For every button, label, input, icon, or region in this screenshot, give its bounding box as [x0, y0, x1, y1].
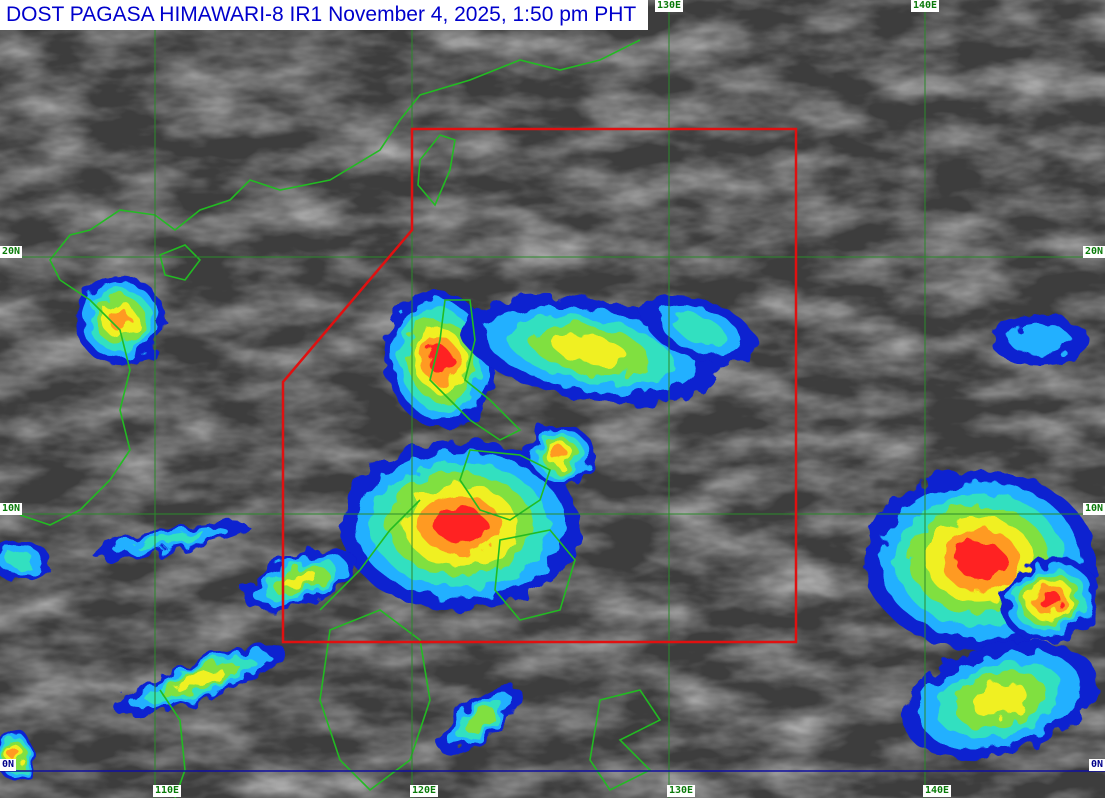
- lat-label-right-20n: 20N: [1082, 246, 1105, 258]
- convection-blob: [553, 334, 627, 366]
- taiwan: [417, 134, 456, 207]
- visayas: [459, 449, 551, 521]
- lat-label-left-20n: 20N: [0, 246, 23, 258]
- vietnam-coast: [19, 279, 131, 526]
- lon-label-110e: 110E: [153, 785, 182, 797]
- lat-label-left-10n: 10N: [0, 503, 23, 515]
- convection-blob: [434, 507, 486, 543]
- peninsula: [159, 689, 186, 798]
- lat-label-left-0n: 0N: [0, 759, 17, 771]
- convection-blob: [175, 669, 225, 691]
- coastlines: [19, 39, 662, 798]
- lat-label-right-10n: 10N: [1082, 503, 1105, 515]
- convection-layer: [0, 275, 1099, 780]
- luzon: [429, 299, 522, 441]
- mindanao: [494, 529, 576, 621]
- convection-blob: [955, 541, 1005, 579]
- lat-label-right-0n: 0N: [1088, 759, 1105, 771]
- china-coast: [49, 39, 641, 281]
- palawan: [319, 499, 421, 611]
- par-boundary: [281, 127, 798, 644]
- convection-blob: [674, 314, 726, 346]
- convection-blob: [551, 447, 569, 463]
- convection-blob: [6, 551, 34, 569]
- convection-blob: [465, 707, 495, 733]
- sulawesi: [589, 689, 662, 792]
- convection-blob: [1009, 324, 1071, 356]
- convection-blob: [10, 748, 20, 762]
- convection-blob: [283, 571, 317, 589]
- borneo: [319, 609, 431, 792]
- hainan: [159, 244, 202, 281]
- lon-label-top-130e: 130E: [655, 0, 684, 12]
- convection-blob: [972, 683, 1028, 717]
- lon-label-130e: 130E: [667, 785, 696, 797]
- lon-label-120e: 120E: [410, 785, 439, 797]
- convection-blob: [428, 345, 452, 375]
- lon-label-top-140e: 140E: [911, 0, 940, 12]
- convection-blob: [1039, 591, 1061, 609]
- convection-blob: [134, 531, 206, 549]
- image-title: DOST PAGASA HIMAWARI-8 IR1 November 4, 2…: [0, 0, 649, 30]
- lon-label-140e: 140E: [923, 785, 952, 797]
